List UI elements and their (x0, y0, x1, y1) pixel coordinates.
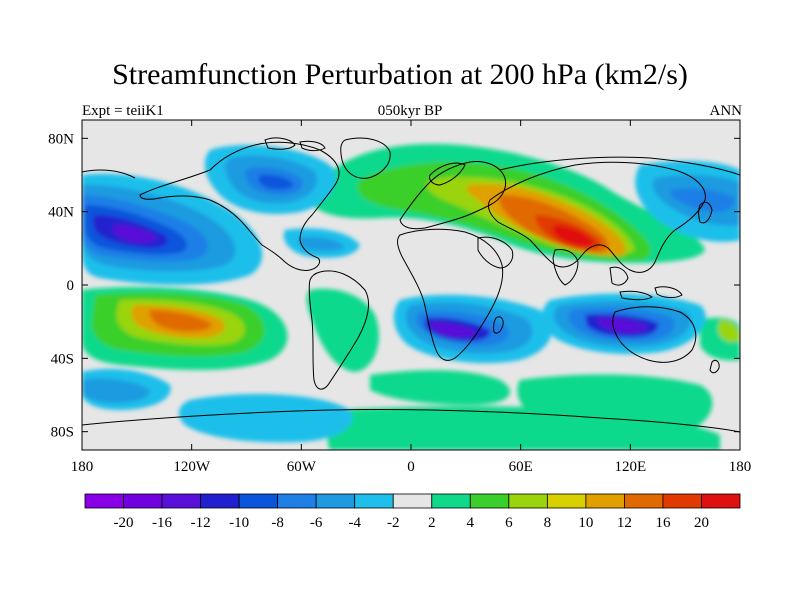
colorbar-label: 2 (428, 515, 436, 531)
colorbar-label: 16 (655, 515, 671, 531)
colorbar-swatch (123, 493, 163, 509)
x-tick-label: 120E (614, 459, 646, 475)
colorbar-swatch (585, 493, 625, 509)
streamfunction-field (82, 143, 740, 450)
y-tick-label: 40S (51, 351, 74, 367)
season-label: ANN (709, 103, 743, 119)
colorbar-swatch (354, 493, 394, 509)
colorbar-swatch (277, 493, 317, 509)
colorbar-swatch (701, 493, 741, 509)
colorbar-label: -8 (271, 515, 284, 531)
colorbar-swatch (469, 493, 510, 509)
y-tick-label: 40N (48, 205, 74, 221)
colorbar-swatch (238, 493, 279, 509)
colorbar-swatch (392, 493, 433, 509)
y-tick-label: 80N (48, 131, 74, 147)
x-tick-label: 60W (287, 459, 317, 475)
x-tick-label: 180 (729, 459, 752, 475)
map-axes: 80N 40N 0 40S 80S 180 120W 60W 0 60E 120E 180 (48, 120, 751, 475)
x-tick-label: 180 (71, 459, 94, 475)
colorbar-swatch (508, 493, 548, 509)
colorbar-swatch (546, 493, 587, 509)
colorbar: -20 -16 -12 -10 -8 -6 -4 -2 2 4 6 8 10 12 16 20 (84, 493, 741, 531)
y-tick-label: 0 (67, 278, 75, 294)
colorbar-label: -10 (229, 515, 249, 531)
colorbar-swatch (624, 493, 664, 509)
coastlines (82, 137, 740, 433)
colorbar-label: -4 (348, 515, 361, 531)
colorbar-label: 4 (467, 515, 475, 531)
colorbar-label: -2 (387, 515, 400, 531)
time-label: 050kyr BP (377, 103, 443, 119)
positive-anomaly-southern-ocean (370, 370, 510, 405)
colorbar-swatch (662, 493, 702, 509)
x-tick-label: 0 (407, 459, 415, 475)
colorbar-label: 6 (505, 515, 513, 531)
x-tick-label: 60E (509, 459, 533, 475)
page-title: Streamfunction Perturbation at 200 hPa (… (112, 58, 688, 91)
colorbar-swatch (84, 493, 124, 509)
colorbar-swatch (161, 493, 201, 509)
colorbar-swatch (200, 493, 240, 509)
colorbar-label: -20 (114, 515, 134, 531)
colorbar-label: 8 (544, 515, 552, 531)
colorbar-swatch (315, 493, 356, 509)
x-tick-label: 120W (173, 459, 211, 475)
colorbar-label: 10 (578, 515, 593, 531)
colorbar-label: -12 (191, 515, 211, 531)
colorbar-swatch (431, 493, 471, 509)
experiment-label: Expt = teiiK1 (82, 103, 164, 119)
colorbar-label: -16 (152, 515, 172, 531)
colorbar-label: 12 (617, 515, 632, 531)
y-tick-label: 80S (51, 425, 74, 441)
colorbar-label: 20 (694, 515, 709, 531)
colorbar-label: -6 (310, 515, 323, 531)
